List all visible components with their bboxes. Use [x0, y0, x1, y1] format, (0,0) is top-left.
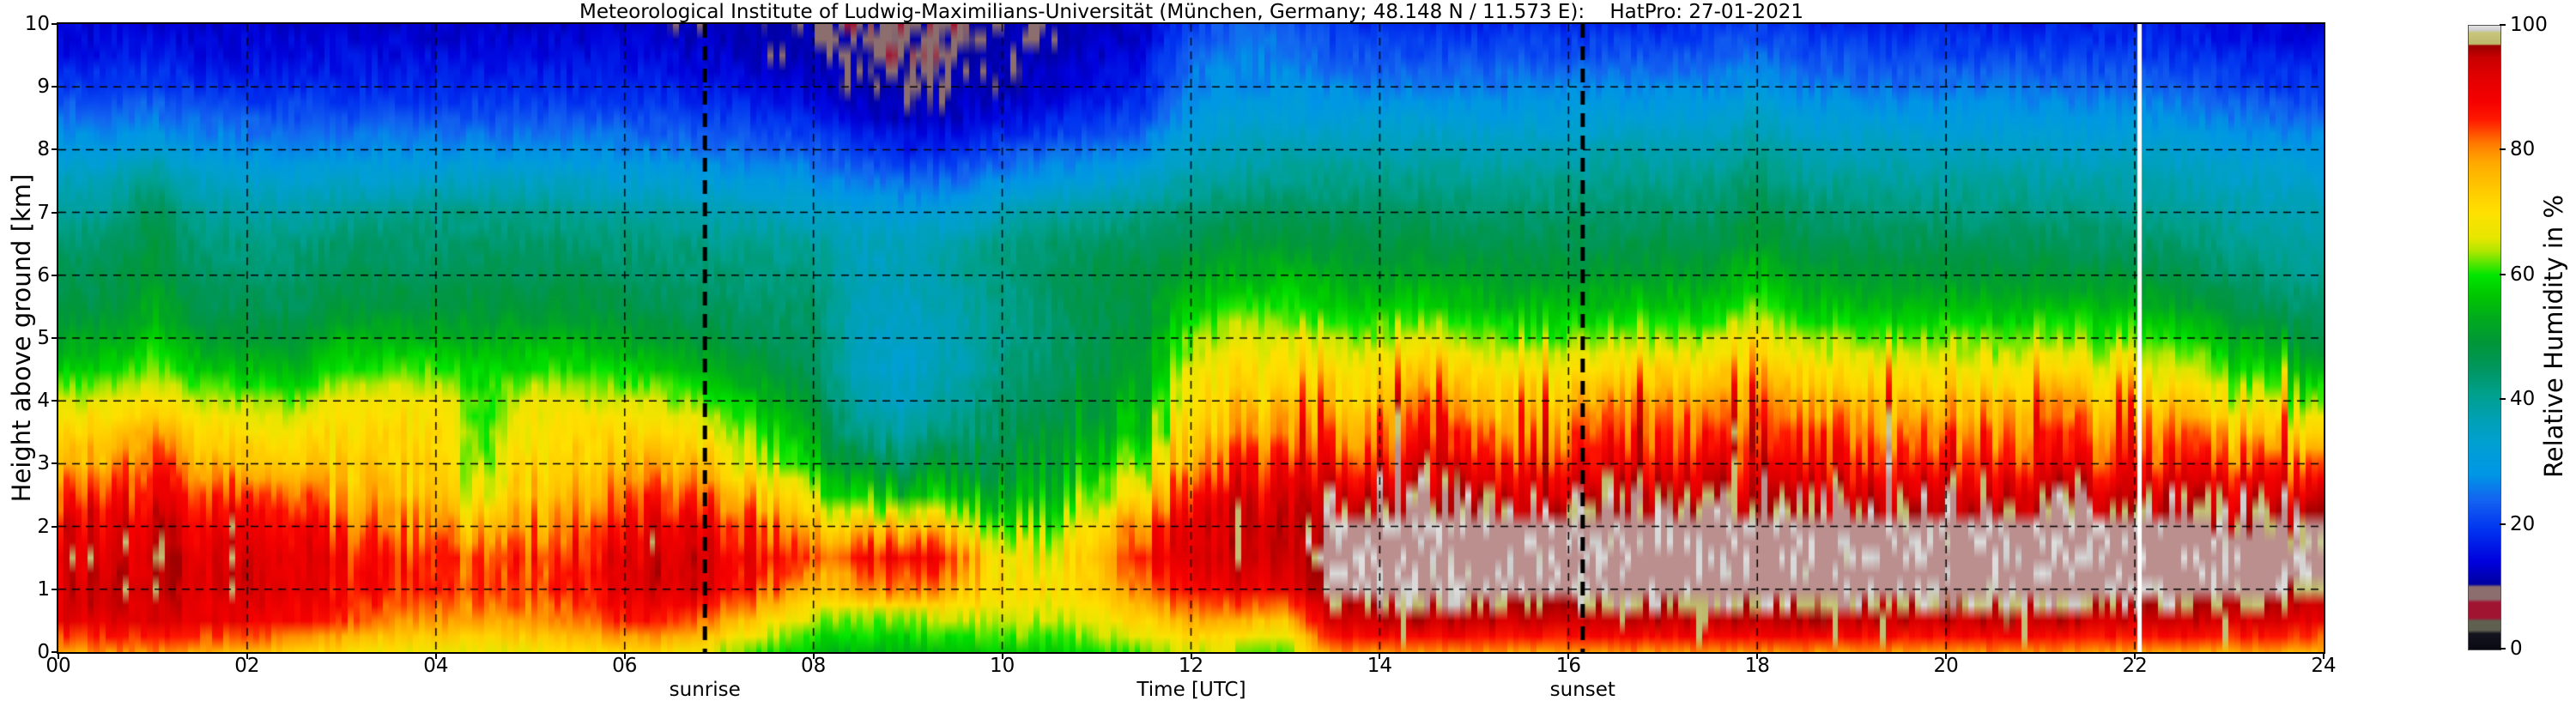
x-axis-tick — [2134, 652, 2137, 659]
figure-title: Meteorological Institute of Ludwig-Maxim… — [579, 1, 1804, 23]
y-axis-tick — [52, 588, 58, 590]
colorbar-tick-label: 60 — [2510, 263, 2536, 286]
colorbar-tick — [2500, 273, 2506, 275]
y-tick-label: 8 — [37, 138, 50, 161]
sunset-annotation-label: sunset — [1549, 679, 1615, 701]
colorbar-tick-label: 80 — [2510, 138, 2536, 161]
sunrise-annotation-label: sunrise — [669, 679, 741, 701]
plot-area — [57, 22, 2325, 654]
x-tick-label: 04 — [423, 655, 449, 677]
x-tick-label: 08 — [801, 655, 827, 677]
y-axis-tick — [52, 400, 58, 402]
x-axis-tick — [1756, 652, 1759, 659]
x-axis-tick — [812, 652, 815, 659]
y-axis-tick — [52, 86, 58, 88]
x-axis-tick — [1190, 652, 1192, 659]
y-tick-label: 4 — [37, 390, 50, 413]
y-tick-label: 2 — [37, 515, 50, 538]
x-tick-label: 02 — [234, 655, 260, 677]
colorbar-tick — [2500, 523, 2506, 525]
colorbar-axis-label: Relative Humidity in % — [2539, 194, 2568, 479]
y-axis-tick — [52, 462, 58, 465]
y-axis-tick — [52, 337, 58, 339]
x-tick-label: 12 — [1178, 655, 1204, 677]
colorbar-tick — [2500, 24, 2506, 26]
y-tick-label: 3 — [37, 452, 50, 475]
y-axis-tick — [52, 651, 58, 653]
x-axis-tick — [1379, 652, 1381, 659]
colorbar-tick — [2500, 148, 2506, 151]
x-tick-label: 10 — [989, 655, 1015, 677]
x-tick-label: 18 — [1744, 655, 1770, 677]
colorbar-tick-label: 0 — [2510, 638, 2523, 660]
x-tick-label: 16 — [1555, 655, 1581, 677]
y-axis-tick — [52, 148, 58, 151]
y-tick-label: 6 — [37, 263, 50, 287]
humidity-heatmap-canvas — [58, 24, 2324, 652]
x-axis-label: Time [UTC] — [1136, 679, 1246, 701]
colorbar-tick-label: 20 — [2510, 512, 2536, 535]
x-axis-tick — [1567, 652, 1570, 659]
y-axis-tick — [52, 23, 58, 25]
x-axis-tick — [58, 652, 59, 659]
y-axis-tick — [52, 211, 58, 214]
x-tick-label: 24 — [2311, 655, 2337, 677]
colorbar-tick — [2500, 648, 2506, 650]
x-axis-tick — [623, 652, 626, 659]
x-tick-label: 14 — [1367, 655, 1393, 677]
y-tick-label: 1 — [37, 577, 50, 601]
x-axis-tick — [1001, 652, 1003, 659]
y-tick-label: 7 — [37, 201, 50, 224]
y-tick-label: 10 — [24, 13, 50, 35]
colorbar-tick — [2500, 398, 2506, 401]
colorbar — [2468, 25, 2501, 650]
x-tick-label: 00 — [45, 655, 71, 677]
x-tick-label: 06 — [612, 655, 638, 677]
x-axis-tick — [2323, 652, 2324, 659]
y-tick-label: 0 — [37, 641, 50, 663]
colorbar-tick-label: 100 — [2510, 14, 2548, 36]
colorbar-gradient — [2469, 26, 2500, 650]
x-tick-label: 20 — [1933, 655, 1959, 677]
x-tick-label: 22 — [2122, 655, 2148, 677]
y-tick-label: 9 — [37, 76, 50, 99]
x-axis-tick — [245, 652, 248, 659]
y-axis-tick — [52, 274, 58, 276]
y-tick-label: 5 — [37, 327, 50, 349]
colorbar-tick-label: 40 — [2510, 388, 2536, 411]
y-axis-tick — [52, 525, 58, 528]
x-axis-tick — [434, 652, 437, 659]
x-axis-tick — [1945, 652, 1948, 659]
